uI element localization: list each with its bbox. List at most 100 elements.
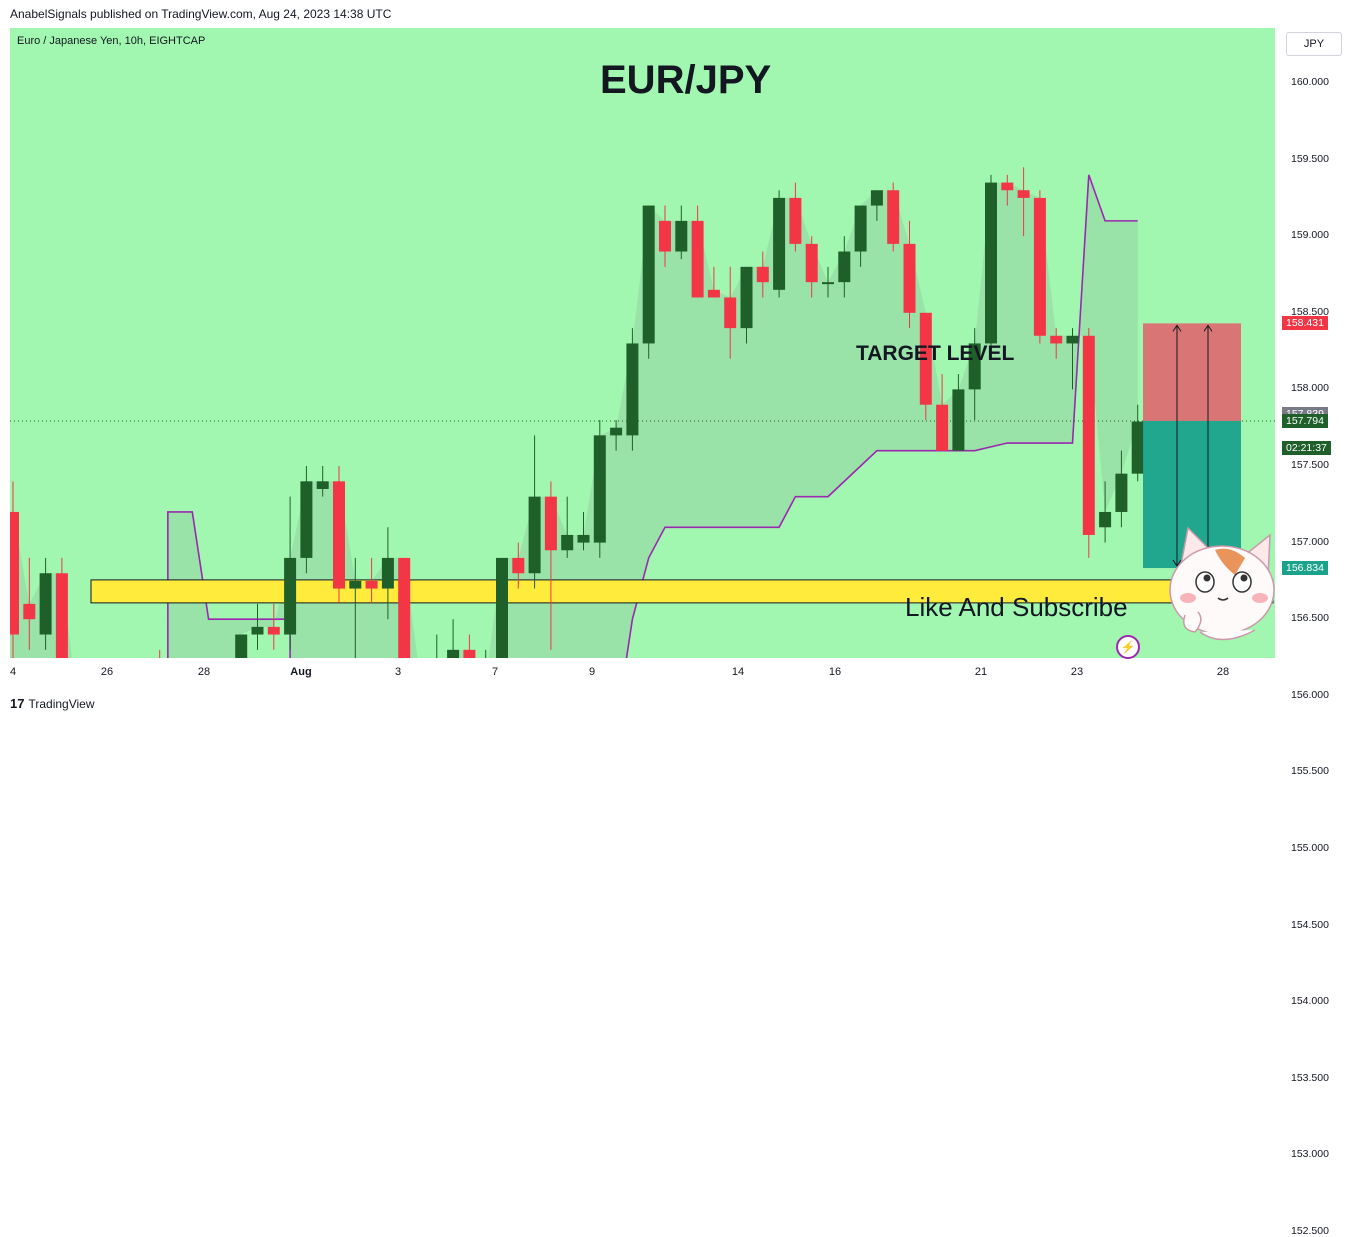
candle-body — [952, 389, 965, 451]
price-badge: 02:21:37 — [1282, 440, 1331, 455]
candle-body — [72, 711, 84, 721]
x-tick-label: Aug — [290, 666, 312, 678]
candle-body — [381, 557, 394, 589]
plot-layer — [10, 167, 1275, 721]
x-tick-label: 21 — [974, 666, 988, 678]
price-badge: 156.834 — [1282, 561, 1328, 576]
candle-body — [642, 205, 655, 344]
candle-body — [1001, 182, 1014, 191]
candle-body — [1033, 197, 1046, 336]
price-badge: 158.431 — [1282, 316, 1328, 331]
candle-body — [544, 496, 557, 551]
candle-body — [365, 580, 378, 589]
candle-body — [528, 496, 541, 574]
x-tick-label: 9 — [588, 666, 596, 678]
candle-body — [23, 603, 36, 620]
candle-body — [1082, 335, 1095, 535]
lightning-icon[interactable]: ⚡ — [1116, 635, 1140, 659]
currency-button[interactable]: JPY — [1286, 32, 1342, 56]
candle-body — [887, 190, 900, 244]
chart-svg[interactable] — [0, 0, 1355, 721]
footer-brand[interactable]: TradingView — [28, 696, 95, 711]
x-tick-label: 4 — [9, 666, 17, 678]
y-tick-label: 153.000 — [1291, 1148, 1329, 1161]
candle-body — [756, 266, 769, 283]
arrow-head-up — [1203, 324, 1213, 332]
candle-body — [1099, 511, 1112, 528]
x-tick-label: 3 — [394, 666, 402, 678]
candle-body — [316, 481, 329, 489]
y-tick-label: 154.500 — [1291, 918, 1329, 931]
candle-body — [496, 557, 508, 658]
candle-body — [431, 688, 443, 703]
candle-body — [985, 182, 997, 344]
like-subscribe-text: Like And Subscribe — [905, 592, 1128, 622]
y-tick-label: 154.000 — [1291, 995, 1329, 1008]
candle-body — [724, 297, 737, 329]
cat-mascot-icon — [1160, 520, 1280, 655]
candle-body — [740, 266, 753, 329]
candle-body — [870, 190, 883, 206]
price-axis[interactable] — [1275, 28, 1355, 658]
candle-body — [398, 557, 411, 658]
stop-loss-zone — [1143, 323, 1241, 421]
chart-plot-area[interactable] — [10, 28, 1275, 658]
candle-body — [480, 680, 492, 711]
candle-body — [919, 312, 932, 405]
x-tick-label: 16 — [828, 666, 842, 678]
target-level-label: TARGET LEVEL — [856, 342, 1015, 365]
symbol-label: Euro / Japanese Yen, 10h, EIGHTCAP — [17, 35, 206, 47]
candle-body — [968, 343, 981, 390]
candle-body — [284, 557, 297, 635]
y-tick-label: 160.000 — [1291, 76, 1329, 88]
candle-body — [903, 243, 916, 313]
y-tick-label: 156.000 — [1291, 688, 1329, 701]
x-tick-label: 28 — [197, 666, 211, 678]
candle-body — [854, 205, 867, 252]
y-tick-label: 152.500 — [1291, 1225, 1329, 1237]
candle-body — [512, 557, 525, 574]
y-tick-label: 155.000 — [1291, 842, 1329, 854]
candle-body — [626, 343, 639, 436]
candle-body — [805, 243, 818, 283]
candle-body — [1050, 335, 1063, 344]
candle-body — [773, 197, 786, 290]
x-tick-label: 7 — [491, 666, 499, 678]
y-tick-label: 155.500 — [1291, 765, 1329, 778]
arrow-head-down — [1172, 559, 1182, 567]
candle-body — [659, 220, 671, 252]
y-tick-label: 158.000 — [1291, 382, 1329, 395]
x-tick-label: 14 — [731, 666, 745, 678]
y-tick-label: 159.500 — [1291, 152, 1329, 165]
candle-body — [55, 573, 68, 658]
candle-body — [610, 427, 623, 436]
candle-body — [593, 435, 606, 543]
candle-body — [675, 220, 688, 252]
candle-body — [10, 511, 19, 635]
price-badge: 157.794 — [1282, 413, 1328, 428]
x-tick-label: 26 — [100, 666, 114, 678]
candle-body — [267, 626, 280, 635]
candle-body — [1066, 335, 1079, 344]
candle-body — [349, 580, 362, 589]
baseline-fill-area — [10, 174, 1138, 658]
candle-body — [333, 481, 345, 589]
footer: 17 TradingView — [10, 696, 95, 711]
candle-body — [447, 649, 460, 658]
y-tick-label: 157.500 — [1291, 459, 1329, 471]
candle-body — [300, 481, 313, 558]
y-tick-label: 153.500 — [1291, 1071, 1329, 1084]
candle-body — [936, 404, 949, 451]
candle-body — [1017, 190, 1030, 198]
candle-body — [707, 289, 720, 298]
candle-body — [235, 634, 248, 658]
x-tick-label: 23 — [1070, 666, 1084, 678]
candle-body — [39, 573, 52, 635]
tradingview-logo-icon[interactable]: 17 — [10, 696, 25, 711]
candle-body — [463, 649, 476, 658]
candle-body — [789, 197, 802, 244]
candle-body — [415, 680, 427, 695]
y-tick-label: 159.000 — [1291, 229, 1329, 242]
publisher-header: AnabelSignals published on TradingView.c… — [10, 7, 392, 21]
candle-body — [691, 220, 704, 298]
